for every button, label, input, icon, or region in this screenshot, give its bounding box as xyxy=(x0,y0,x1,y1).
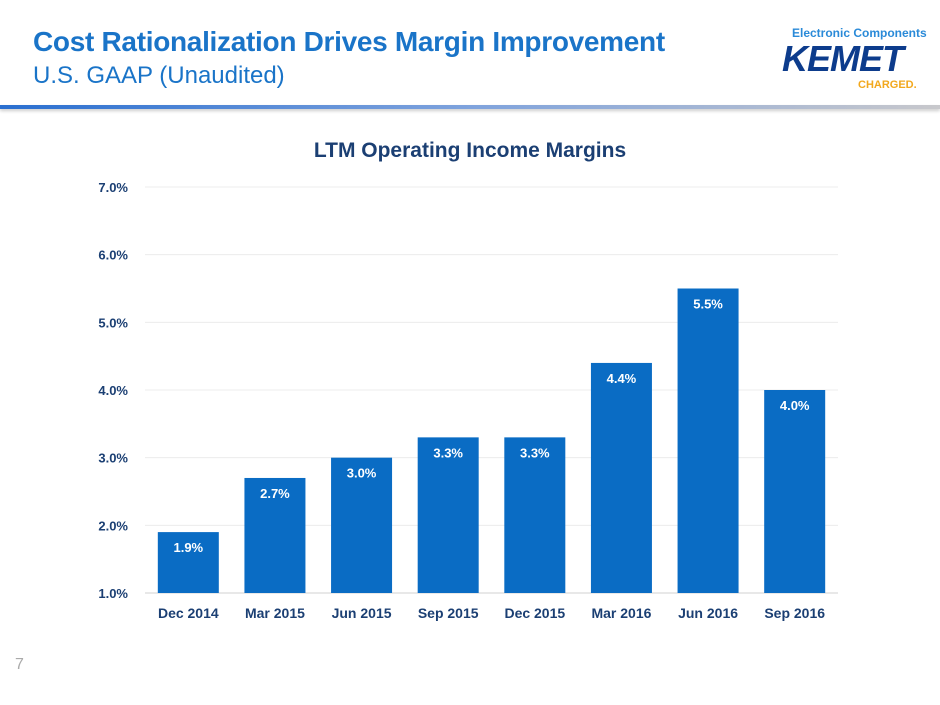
bar xyxy=(244,477,306,593)
y-tick-label: 3.0% xyxy=(98,451,128,466)
x-tick-label: Dec 2014 xyxy=(158,605,219,621)
data-label: 4.4% xyxy=(607,371,637,386)
data-label: 5.5% xyxy=(693,297,723,312)
logo-name: KEMET xyxy=(782,38,904,79)
x-tick-label: Sep 2016 xyxy=(764,605,825,621)
bar xyxy=(157,532,219,593)
y-tick-label: 2.0% xyxy=(98,518,128,533)
x-tick-label: Mar 2016 xyxy=(591,605,651,621)
y-tick-label: 6.0% xyxy=(98,248,128,263)
x-tick-label: Mar 2015 xyxy=(245,605,305,621)
bar xyxy=(677,288,739,593)
x-tick-label: Dec 2015 xyxy=(504,605,565,621)
bar xyxy=(331,457,393,593)
data-label: 2.7% xyxy=(260,486,290,501)
header-divider xyxy=(0,105,940,109)
bar xyxy=(764,390,826,593)
page-title: Cost Rationalization Drives Margin Impro… xyxy=(33,26,665,57)
bar xyxy=(417,437,479,593)
x-tick-label: Sep 2015 xyxy=(418,605,479,621)
x-tick-label: Jun 2015 xyxy=(332,605,392,621)
page-number: 7 xyxy=(15,656,24,673)
data-label: 3.3% xyxy=(433,445,463,460)
chart-title: LTM Operating Income Margins xyxy=(314,139,626,162)
data-label: 3.0% xyxy=(347,466,377,481)
y-tick-label: 4.0% xyxy=(98,383,128,398)
y-tick-label: 7.0% xyxy=(98,180,128,195)
logo-tagline: Electronic Components xyxy=(792,26,927,40)
logo-slogan: CHARGED. xyxy=(858,79,917,91)
data-label: 4.0% xyxy=(780,398,810,413)
x-tick-label: Jun 2016 xyxy=(678,605,738,621)
bar xyxy=(590,362,652,593)
kemet-logo: Electronic Components KEMET CHARGED. xyxy=(782,24,932,96)
data-label: 3.3% xyxy=(520,445,550,460)
bar xyxy=(504,437,566,593)
data-label: 1.9% xyxy=(173,540,203,555)
page-subtitle: U.S. GAAP (Unaudited) xyxy=(33,62,285,89)
y-tick-label: 5.0% xyxy=(98,315,128,330)
y-tick-label: 1.0% xyxy=(98,586,128,601)
